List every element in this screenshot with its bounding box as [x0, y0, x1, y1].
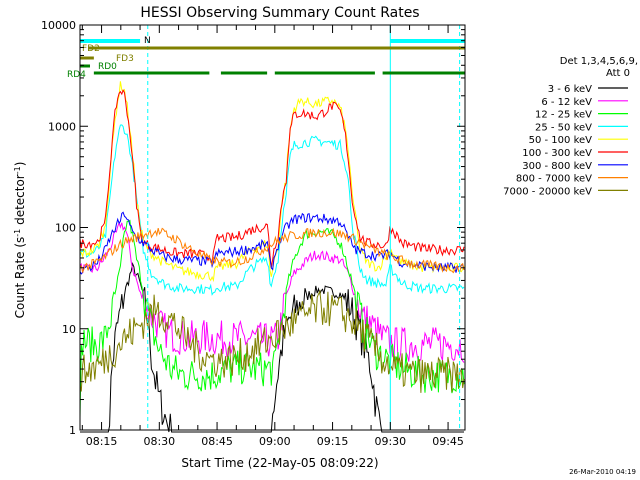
series-line-6: [79, 211, 465, 275]
series-line-8: [79, 289, 465, 393]
series-line-4: [79, 81, 465, 283]
x-axis-title: Start Time (22-May-05 08:09:22): [181, 456, 378, 470]
x-tick-label-0: 08:15: [86, 435, 118, 448]
legend-label-3: 25 - 50 keV: [535, 122, 592, 133]
legend-title-line2: Att 0: [606, 68, 630, 79]
axes: 1 10 100 1000 10000 08:15 08:30 08:45 09:00 09:15…: [41, 19, 466, 448]
legend: Det 1,3,4,5,6,9,Att 0 3 - 6 keV 6 - 12 keV…: [503, 56, 638, 197]
x-tick-label-6: 09:45: [432, 435, 464, 448]
x-tick-label-4: 09:15: [317, 435, 349, 448]
y-axis-title: Count Rate (s-1 detector-1): [13, 162, 28, 319]
series-lines: [79, 81, 465, 433]
y-tick-label-1: 10: [62, 323, 76, 336]
series-line-7: [79, 227, 465, 274]
y-tick-label-4: 10000: [41, 19, 76, 32]
legend-label-0: 3 - 6 keV: [548, 84, 592, 95]
flag-label-fd3: FD3: [116, 54, 134, 64]
legend-label-8: 7000 - 20000 keV: [503, 186, 592, 197]
x-tick-label-3: 09:00: [259, 435, 291, 448]
flag-label-rd0: RD0: [98, 62, 117, 72]
legend-label-2: 12 - 25 keV: [535, 110, 592, 121]
timestamp-stamp: 26-Mar-2010 04:19: [569, 468, 636, 476]
y-tick-label-3: 1000: [48, 120, 76, 133]
y-tick-label-0: 1: [69, 424, 76, 437]
legend-title-line1: Det 1,3,4,5,6,9,: [560, 56, 638, 67]
y-tick-label-2: 100: [55, 222, 76, 235]
legend-label-4: 50 - 100 keV: [529, 135, 593, 146]
legend-label-7: 800 - 7000 keV: [516, 174, 592, 185]
series-line-5: [79, 88, 465, 268]
x-tick-label-2: 08:45: [201, 435, 233, 448]
series-line-0: [80, 262, 464, 433]
legend-label-6: 300 - 800 keV: [522, 161, 592, 172]
x-tick-label-1: 08:30: [143, 435, 175, 448]
flag-label-fd2: FD2: [82, 44, 100, 54]
flag-label-rd4: RD4: [67, 70, 86, 80]
series-line-3: [79, 124, 465, 296]
series-line-2: [79, 219, 465, 418]
x-tick-label-5: 09:30: [374, 435, 406, 448]
chart-title: HESSI Observing Summary Count Rates: [140, 5, 419, 21]
legend-label-1: 6 - 12 keV: [541, 97, 592, 108]
legend-label-5: 100 - 300 keV: [522, 148, 592, 159]
att-flag-label: N: [144, 36, 151, 46]
